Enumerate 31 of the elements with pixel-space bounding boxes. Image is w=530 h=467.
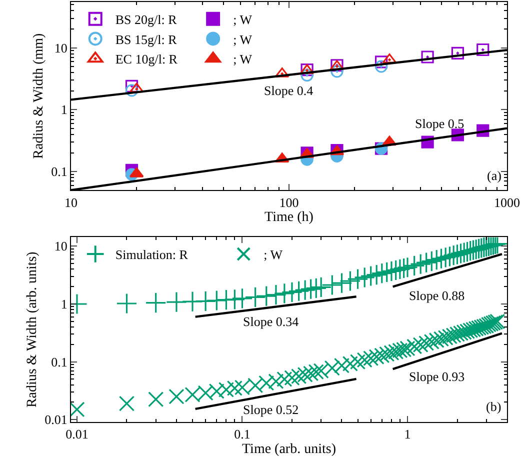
y-tick-label: 1 [60, 102, 68, 118]
x-axis-title: Time (h) [264, 210, 314, 226]
x-axis-title: Time (arb. units) [242, 442, 336, 457]
y-tick-label: 0.1 [51, 354, 68, 370]
x-tick-label: 100 [279, 194, 299, 210]
x-tick-label: 1000 [494, 194, 520, 210]
legend-label: ; W [233, 12, 253, 27]
legend-label: ; W [264, 247, 284, 262]
legend-label: ; W [233, 32, 253, 47]
legend-label: BS 20g/l: R [115, 12, 178, 27]
legend-label: BS 15g/l: R [115, 32, 178, 47]
y-tick-label: 0.1 [51, 164, 68, 180]
y-axis-title: Radius & Width (mm) [32, 32, 47, 159]
y-axis-title: Radius & Width (arb. units) [25, 251, 40, 408]
x-tick-label: 1 [404, 426, 411, 442]
annotation: (b) [486, 399, 502, 414]
legend-label: Simulation: R [115, 247, 188, 262]
annotation: Slope 0.34 [243, 314, 300, 329]
annotation: Slope 0.5 [415, 116, 464, 131]
annotation: Slope 0.88 [409, 288, 465, 303]
annotation: Slope 0.93 [409, 369, 465, 384]
legend-label: EC 10g/l: R [115, 52, 178, 67]
legend-label: ; W [233, 52, 253, 67]
annotation: (a) [487, 168, 502, 183]
y-tick-label: 10 [54, 40, 68, 56]
y-tick-label: 1 [60, 296, 68, 312]
annotation: Slope 0.52 [243, 402, 299, 417]
x-tick-label: 0.1 [234, 426, 250, 442]
y-tick-label: 0.01 [44, 412, 68, 428]
y-tick-label: 10 [54, 238, 68, 254]
annotation: Slope 0.4 [264, 83, 314, 98]
